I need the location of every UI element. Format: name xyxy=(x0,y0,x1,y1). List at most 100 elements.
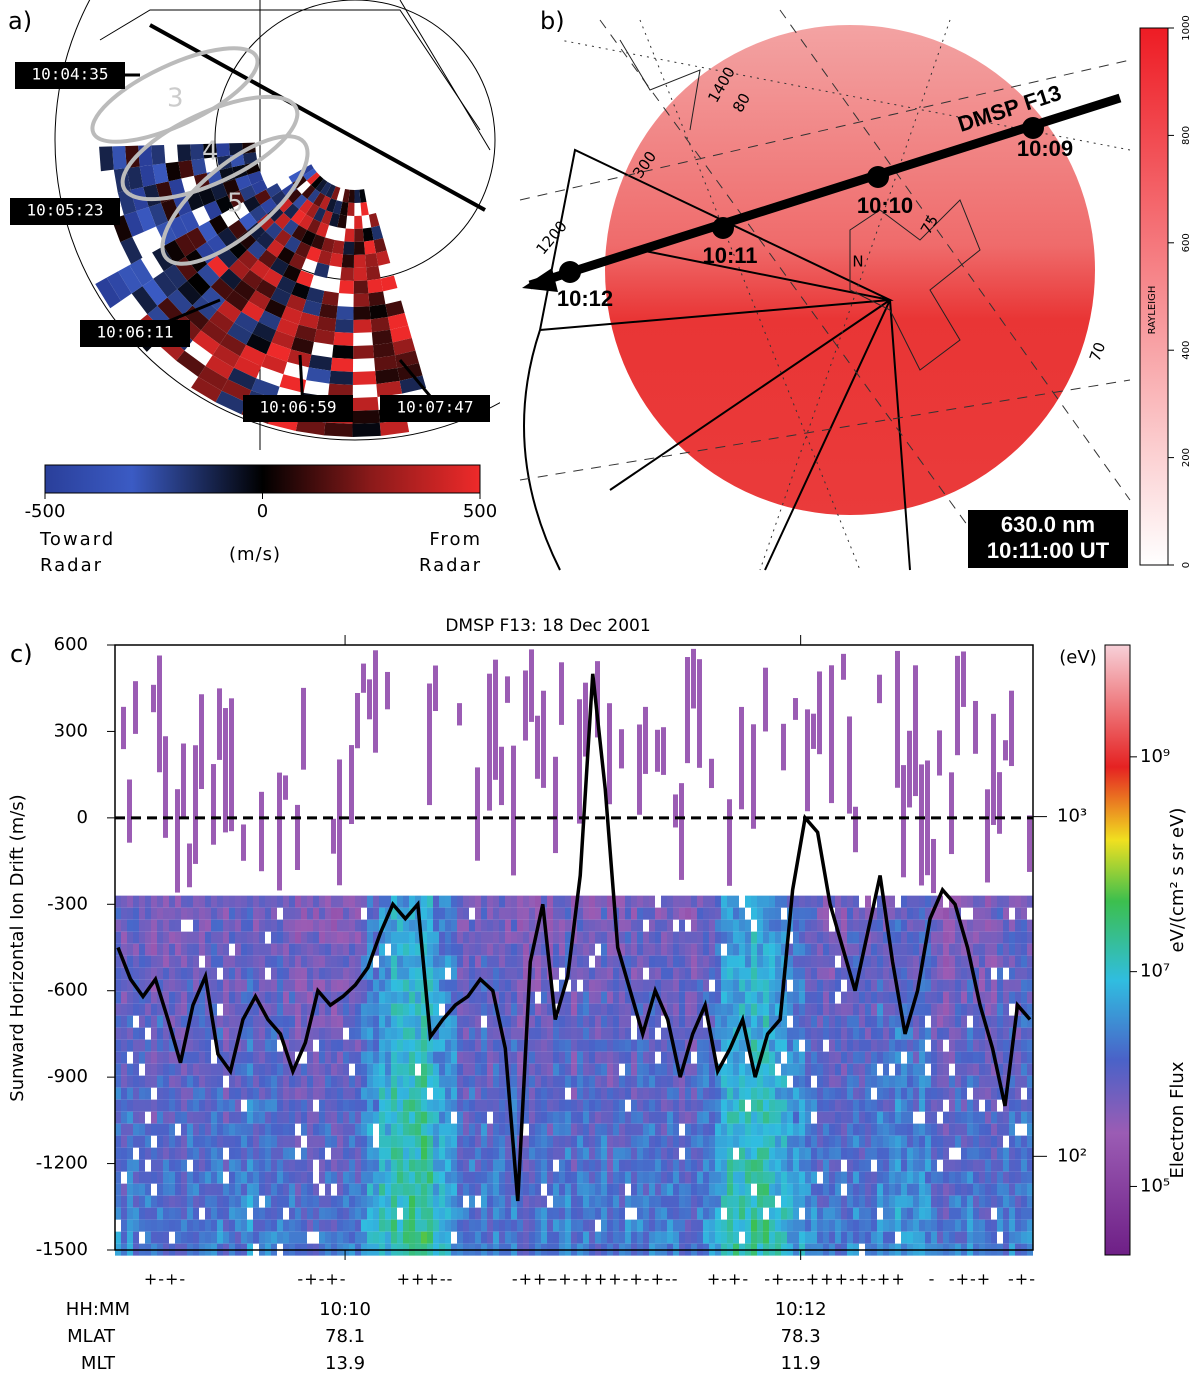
spectrogram-cell xyxy=(793,944,799,956)
spectrogram-cell xyxy=(607,1184,613,1196)
spectrogram-cell xyxy=(637,1064,643,1076)
spectrogram-cell xyxy=(115,1148,121,1160)
spectrogram-cell xyxy=(697,992,703,1004)
spectrogram-cell xyxy=(745,1088,751,1100)
spectrogram-cell xyxy=(367,1148,373,1160)
spectrogram-cell xyxy=(157,1160,163,1172)
spectrogram-cell xyxy=(865,896,871,908)
spectrogram-cell xyxy=(181,944,187,956)
spectrogram-cell xyxy=(571,1136,577,1148)
spectrogram-cell xyxy=(127,1148,133,1160)
spectrogram-cell xyxy=(541,1232,547,1244)
spectrogram-cell xyxy=(853,1172,859,1184)
spectrogram-cell xyxy=(583,1220,589,1232)
spectrogram-cell xyxy=(631,968,637,980)
spectrogram-cell xyxy=(835,1220,841,1232)
spectrogram-cell xyxy=(337,1220,343,1232)
spectrogram-cell xyxy=(667,1076,673,1088)
spectrogram-cell xyxy=(931,1172,937,1184)
spectrogram-cell xyxy=(769,896,775,908)
spectrogram-cell xyxy=(895,1088,901,1100)
spectrogram-cell xyxy=(499,1172,505,1184)
spectrogram-cell xyxy=(361,1124,367,1136)
spectrogram-cell xyxy=(847,1040,853,1052)
spectrogram-cell xyxy=(343,1100,349,1112)
spectrogram-cell xyxy=(787,956,793,968)
spectrogram-cell xyxy=(157,968,163,980)
spectrogram-cell xyxy=(925,896,931,908)
spectrogram-cell xyxy=(223,920,229,932)
beam-time: 10:06:59 xyxy=(259,398,336,417)
spectrogram-cell xyxy=(115,1088,121,1100)
spectrogram-cell xyxy=(715,1076,721,1088)
spectrogram-cell xyxy=(793,1136,799,1148)
spectrogram-cell xyxy=(823,1052,829,1064)
spectrogram-cell xyxy=(877,1148,883,1160)
spectrogram-cell xyxy=(787,1052,793,1064)
spectrogram-cell xyxy=(205,1112,211,1124)
spectrogram-cell xyxy=(607,968,613,980)
spectrogram-cell xyxy=(355,1208,361,1220)
spectrogram-cell xyxy=(943,1148,949,1160)
spectrogram-cell xyxy=(217,1064,223,1076)
spectrogram-cell xyxy=(973,1016,979,1028)
spectrogram-cell xyxy=(913,944,919,956)
spectrogram-cell xyxy=(625,1220,631,1232)
spectrogram-cell xyxy=(997,1208,1003,1220)
spectrogram-cell xyxy=(493,1172,499,1184)
spectrogram-cell xyxy=(811,1184,817,1196)
spectrogram-cell xyxy=(859,1208,865,1220)
spectrogram-cell xyxy=(823,1112,829,1124)
radar-cell xyxy=(376,251,390,266)
spectrogram-cell xyxy=(175,1088,181,1100)
spectrogram-cell xyxy=(721,1124,727,1136)
spectrogram-cell xyxy=(193,1220,199,1232)
spectrogram-cell xyxy=(667,1004,673,1016)
spectrogram-cell xyxy=(973,1124,979,1136)
spectrogram-cell xyxy=(355,1184,361,1196)
spectrogram-cell xyxy=(1009,1232,1015,1244)
spectrogram-cell xyxy=(697,1220,703,1232)
spectrogram-cell xyxy=(685,908,691,920)
spectrogram-cell xyxy=(355,1088,361,1100)
spectrogram-cell xyxy=(145,908,151,920)
spectrogram-cell xyxy=(613,1040,619,1052)
spectrogram-cell xyxy=(523,1172,529,1184)
spectrogram-cell xyxy=(181,1088,187,1100)
colorbar xyxy=(45,465,480,493)
spectrogram-cell xyxy=(595,1064,601,1076)
spectrogram-cell xyxy=(163,1124,169,1136)
tick-label: 400 xyxy=(1181,341,1192,360)
spectrogram-cell xyxy=(445,992,451,1004)
spectrogram-cell xyxy=(577,1088,583,1100)
spectrogram-cell xyxy=(211,1064,217,1076)
spectrogram-cell xyxy=(217,1076,223,1088)
spectrogram-cell xyxy=(427,1124,433,1136)
spectrogram-cell xyxy=(175,1172,181,1184)
spectrogram-cell xyxy=(883,1196,889,1208)
spectrogram-cell xyxy=(907,1160,913,1172)
spectrogram-cell xyxy=(727,1208,733,1220)
spectrogram-cell xyxy=(805,944,811,956)
spectrogram-cell xyxy=(547,1160,553,1172)
spectrogram-cell xyxy=(247,956,253,968)
spectrogram-cell xyxy=(151,1076,157,1088)
spectrogram-cell xyxy=(157,1064,163,1076)
spectrogram-cell xyxy=(1027,920,1033,932)
spectrogram-cell xyxy=(511,944,517,956)
spectrogram-cell xyxy=(1015,956,1021,968)
spectrogram-cell xyxy=(295,1028,301,1040)
spectrogram-cell xyxy=(235,1088,241,1100)
spectrogram-cell xyxy=(907,1208,913,1220)
spectrogram-cell xyxy=(415,1112,421,1124)
spectrogram-cell xyxy=(1009,691,1014,766)
spectrogram-cell xyxy=(211,932,217,944)
radar-cell xyxy=(371,317,390,332)
spectrogram-cell xyxy=(301,1148,307,1160)
spectrogram-cell xyxy=(577,1208,583,1220)
spectrogram-cell xyxy=(271,1136,277,1148)
spectrogram-cell xyxy=(301,1124,307,1136)
spectrogram-cell xyxy=(853,1160,859,1172)
spectrogram-cell xyxy=(121,1148,127,1160)
spectrogram-cell xyxy=(211,1160,217,1172)
